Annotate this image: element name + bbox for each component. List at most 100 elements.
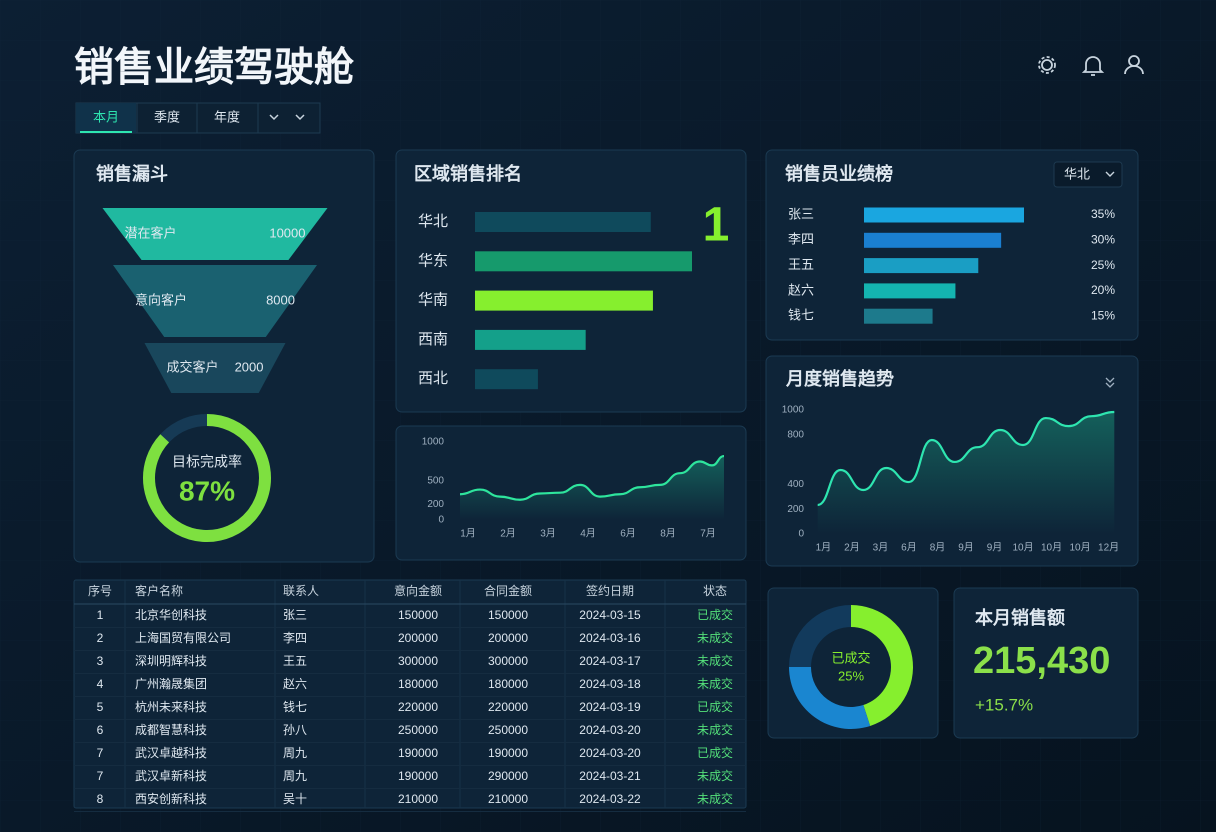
x-tick-label: 9月 bbox=[987, 542, 1003, 554]
page-title: 销售业绩驾驶舱 bbox=[74, 46, 354, 90]
donut-center-value: 25% bbox=[838, 668, 864, 683]
bar-value-label: 30% bbox=[1091, 232, 1115, 246]
y-tick-label: 500 bbox=[427, 476, 444, 487]
table-cell: 150000 bbox=[398, 608, 438, 622]
gauge-value: 87% bbox=[179, 475, 235, 506]
table-cell: 武汉卓越科技 bbox=[135, 746, 207, 760]
table-cell: 已成交 bbox=[697, 745, 733, 760]
table-cell: 250000 bbox=[488, 723, 528, 737]
table-cell: 150000 bbox=[488, 608, 528, 622]
kpi-change: +15.7% bbox=[975, 695, 1033, 714]
table-header-cell: 状态 bbox=[703, 584, 727, 598]
table-panel bbox=[73, 579, 747, 809]
donut-segment bbox=[789, 605, 851, 667]
table-header-cell: 序号 bbox=[88, 583, 112, 598]
x-tick-label: 8月 bbox=[660, 528, 676, 540]
tab-bar: 本月 季度 年度 bbox=[75, 102, 321, 134]
panel bbox=[953, 587, 1139, 739]
table-cell: 3 bbox=[97, 654, 104, 668]
table-cell: 北京华创科技 bbox=[135, 608, 207, 622]
x-tick-label: 10月 bbox=[1012, 542, 1033, 554]
table-cell: 300000 bbox=[488, 654, 528, 668]
y-tick-label: 800 bbox=[787, 429, 804, 440]
tab-active[interactable] bbox=[76, 103, 136, 133]
table-cell: 成都智慧科技 bbox=[135, 722, 207, 737]
table-cell: 210000 bbox=[398, 792, 438, 806]
x-tick-label: 2月 bbox=[500, 528, 516, 540]
table-cell: 290000 bbox=[488, 769, 528, 783]
panel-title: 销售漏斗 bbox=[96, 163, 168, 184]
table-cell: 赵六 bbox=[283, 677, 307, 691]
table-cell: 已成交 bbox=[697, 699, 733, 714]
table-cell: 未成交 bbox=[697, 676, 733, 691]
y-tick-label: 1000 bbox=[782, 405, 805, 416]
donut-segment bbox=[851, 605, 913, 726]
bar bbox=[475, 251, 692, 272]
funnel-stage-label: 成交客户 bbox=[167, 359, 219, 374]
y-tick-label: 200 bbox=[787, 504, 804, 515]
y-tick-label: 1000 bbox=[422, 437, 445, 448]
table-cell: 210000 bbox=[488, 792, 528, 806]
settings-icon[interactable] bbox=[1038, 56, 1056, 74]
table-cell: 王五 bbox=[283, 654, 307, 668]
line bbox=[817, 410, 1115, 507]
table-cell: 1 bbox=[97, 608, 104, 622]
tab[interactable]: 本月 bbox=[93, 109, 119, 124]
table-cell: 2024-03-20 bbox=[579, 746, 641, 760]
table-cell: 2024-03-19 bbox=[579, 700, 641, 714]
table-cell: 未成交 bbox=[697, 630, 733, 645]
x-tick-label: 8月 bbox=[930, 542, 946, 554]
table-cell: 深圳明辉科技 bbox=[135, 654, 207, 668]
table-cell: 2024-03-16 bbox=[579, 631, 641, 645]
bar-label: 王五 bbox=[788, 257, 814, 272]
y-tick-label: 200 bbox=[427, 499, 444, 510]
bar bbox=[864, 207, 1024, 223]
bar bbox=[475, 212, 651, 232]
table-cell: 2024-03-15 bbox=[579, 608, 641, 622]
table-cell: 2024-03-22 bbox=[579, 792, 641, 806]
collapse-icon[interactable] bbox=[1105, 377, 1115, 388]
gauge-arc bbox=[143, 414, 271, 542]
filter-chevron[interactable] bbox=[1105, 171, 1115, 177]
table-cell: 180000 bbox=[398, 677, 438, 691]
x-tick-label: 1月 bbox=[460, 528, 476, 540]
table-cell: 300000 bbox=[398, 654, 438, 668]
table-cell: 未成交 bbox=[697, 768, 733, 783]
table-cell: 2024-03-21 bbox=[579, 769, 641, 783]
bar-label: 华南 bbox=[418, 292, 448, 309]
panel-title: 区域销售排名 bbox=[414, 163, 522, 184]
bell-icon[interactable] bbox=[1081, 56, 1105, 76]
table-cell: 李四 bbox=[283, 630, 307, 645]
table-cell: 2024-03-20 bbox=[579, 723, 641, 737]
table-cell: 钱七 bbox=[283, 699, 307, 714]
bar-label: 李四 bbox=[788, 232, 814, 247]
bar-label: 西南 bbox=[418, 331, 448, 348]
line bbox=[459, 454, 725, 501]
bar-value-label: 15% bbox=[1091, 308, 1115, 322]
region-filter[interactable] bbox=[1053, 161, 1123, 188]
panel-title: 月度销售趋势 bbox=[785, 368, 894, 389]
gauge-title: 目标完成率 bbox=[172, 454, 242, 470]
y-tick-label: 0 bbox=[798, 529, 804, 540]
rank-annotation: 1 bbox=[703, 199, 730, 252]
x-tick-label: 1月 bbox=[816, 542, 832, 554]
table-cell: 180000 bbox=[488, 677, 528, 691]
table-cell: 7 bbox=[97, 769, 104, 783]
dropdown-chevron[interactable] bbox=[269, 114, 305, 121]
tab[interactable]: 年度 bbox=[214, 109, 240, 124]
x-tick-label: 7月 bbox=[700, 528, 716, 540]
tab[interactable]: 季度 bbox=[154, 109, 180, 124]
user-icon[interactable] bbox=[1124, 55, 1144, 75]
table-cell: 未成交 bbox=[697, 791, 733, 806]
table-cell: 未成交 bbox=[697, 653, 733, 668]
table-cell: 7 bbox=[97, 746, 104, 760]
table-cell: 190000 bbox=[398, 769, 438, 783]
table-cell: 广州瀚晟集团 bbox=[135, 676, 207, 691]
bar-value-label: 20% bbox=[1091, 283, 1115, 297]
x-tick-label: 12月 bbox=[1098, 542, 1119, 554]
funnel-stage bbox=[102, 208, 328, 260]
table-cell: 220000 bbox=[398, 700, 438, 714]
bar-value-label: 25% bbox=[1091, 258, 1115, 272]
x-tick-label: 10月 bbox=[1041, 542, 1062, 554]
bar-label: 华北 bbox=[418, 213, 448, 230]
